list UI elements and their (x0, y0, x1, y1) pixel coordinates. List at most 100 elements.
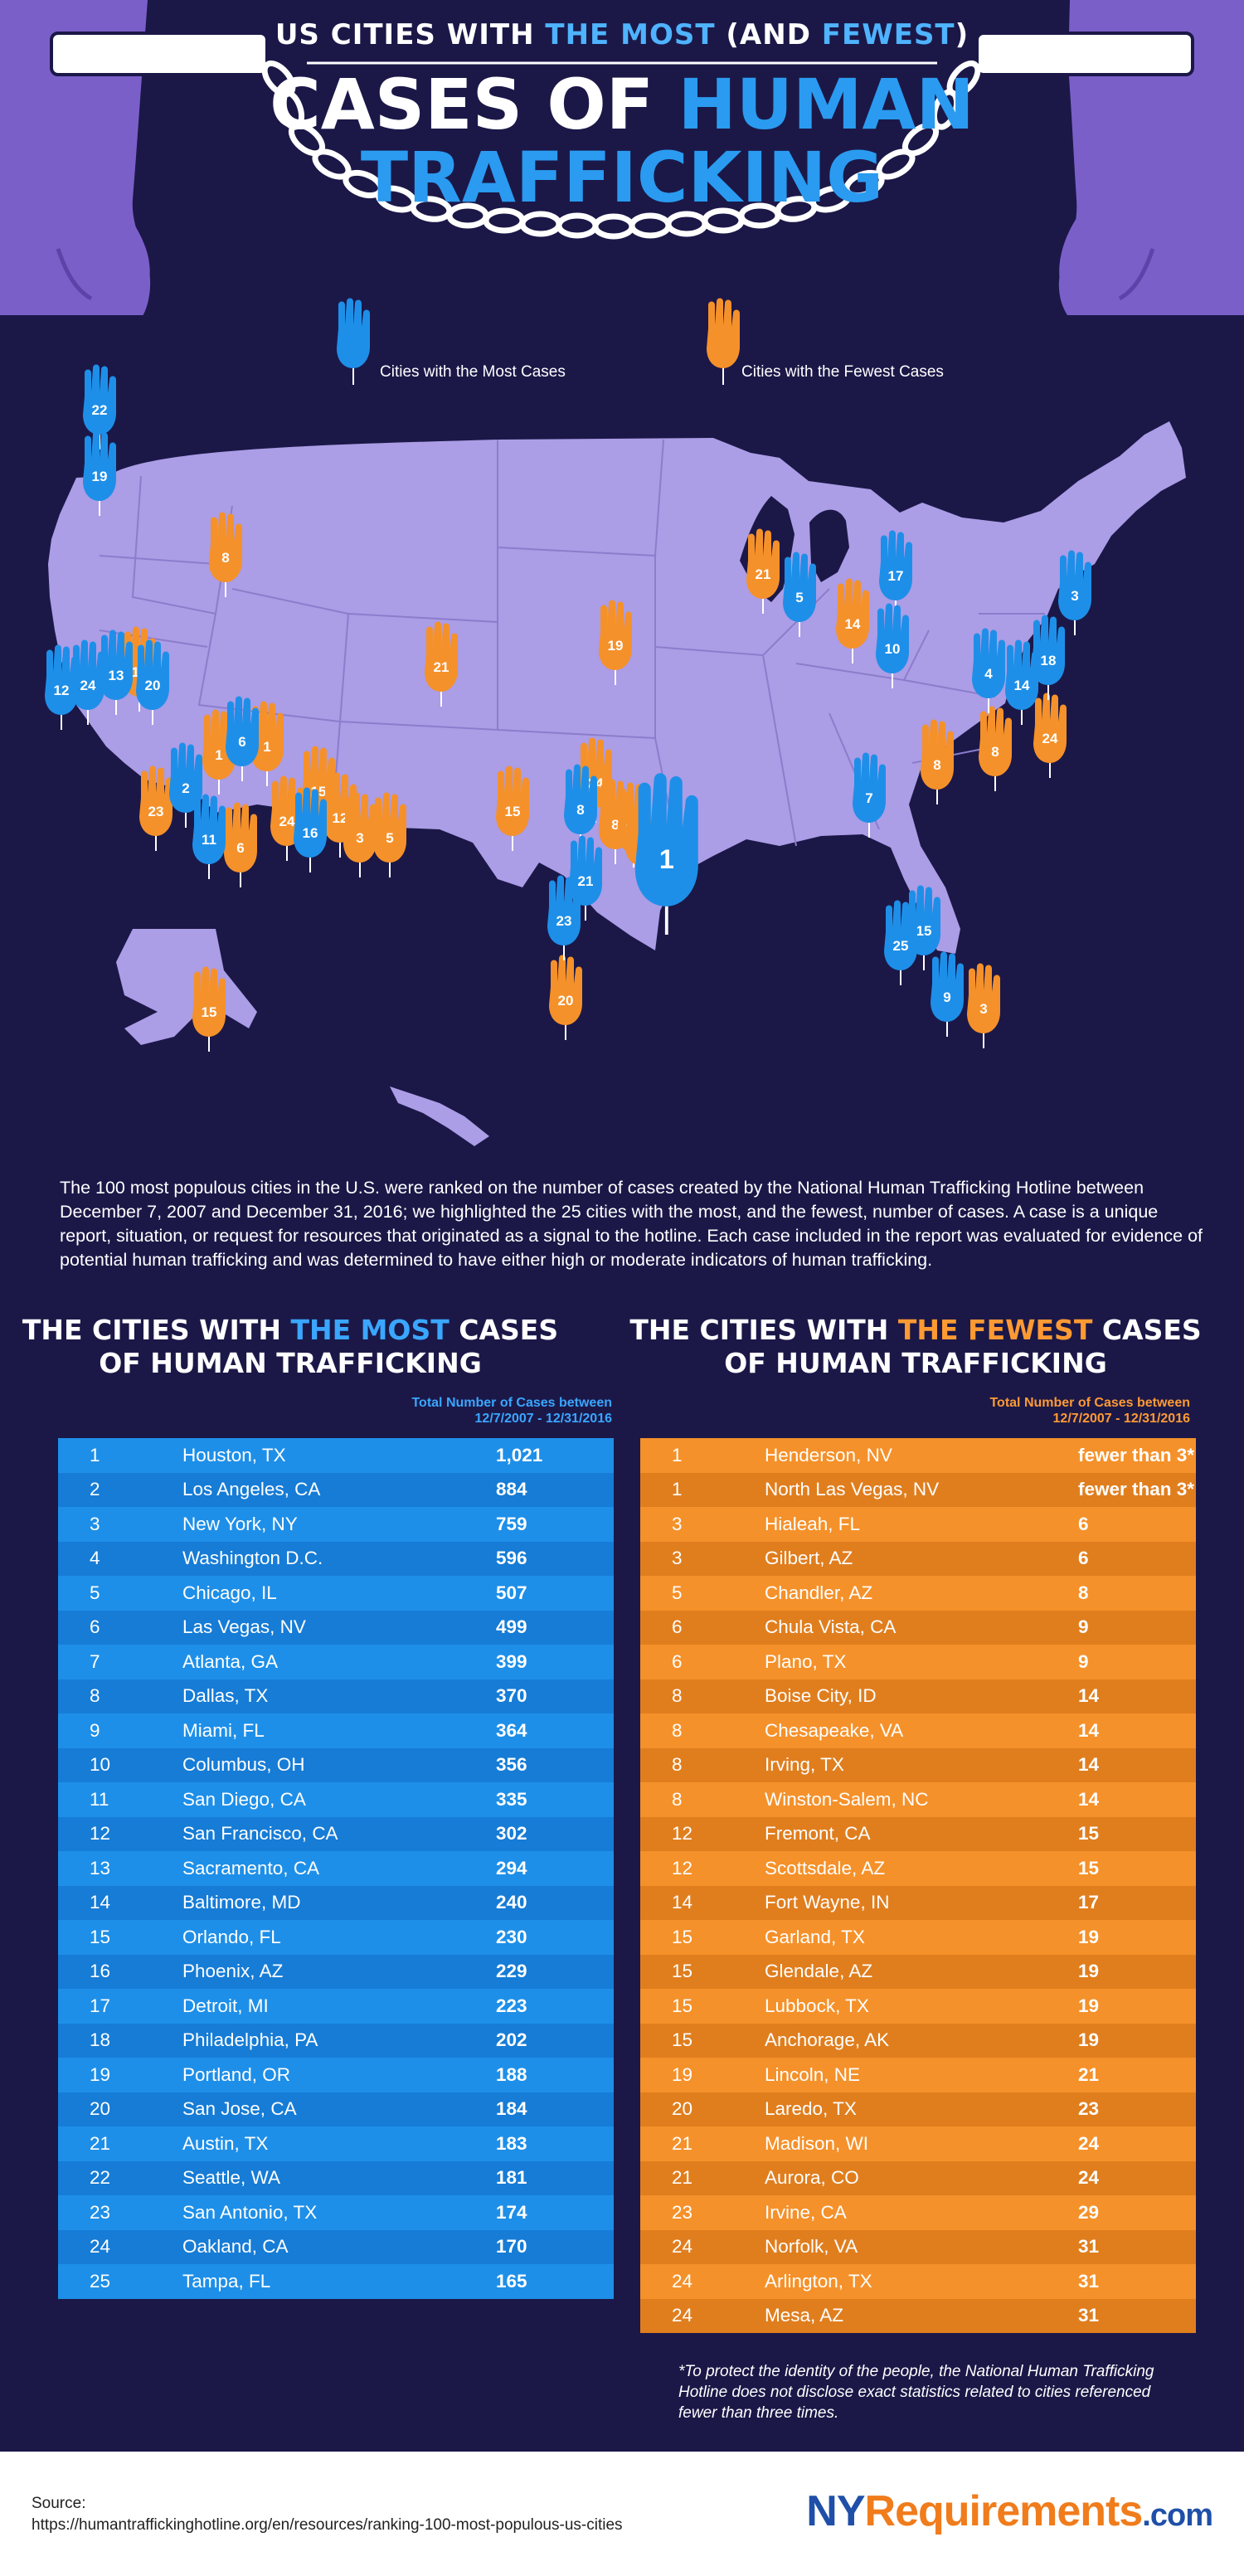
table-city: Seattle, WA (182, 2167, 280, 2189)
table-rank: 20 (90, 2098, 111, 2120)
table-value: 240 (496, 1892, 527, 1913)
table-row: 18 Philadelphia, PA 202 (58, 2023, 614, 2058)
table-row: 8 Dallas, TX 370 (58, 1679, 614, 1713)
table-value: 884 (496, 1479, 527, 1500)
table-city: Las Vegas, NV (182, 1616, 306, 1638)
table-value: 294 (496, 1857, 527, 1879)
table-value: 31 (1078, 2270, 1100, 2292)
map-marker-rank: 20 (558, 993, 574, 1009)
map-marker-most: 7 (853, 752, 886, 838)
title-line1-b: HUMAN (678, 64, 974, 145)
most-cases-rows: 1 Houston, TX 1,021 2 Los Angeles, CA 884 3 New… (58, 1438, 614, 2299)
table-city: Chicago, IL (182, 1582, 277, 1603)
map-marker-most: 19 (83, 430, 116, 516)
map-marker-most: 15 (907, 885, 940, 970)
table-rank: 23 (672, 2201, 693, 2223)
table-city: Columbus, OH (182, 1754, 305, 1776)
table-city: Aurora, CO (765, 2167, 859, 2189)
table-rank: 15 (672, 2029, 693, 2051)
table-city: Scottsdale, AZ (765, 1857, 886, 1879)
table-rank: 21 (672, 2167, 693, 2189)
table-row: 15 Anchorage, AK 19 (640, 2023, 1196, 2058)
table-row: 1 North Las Vegas, NV fewer than 3* (640, 1472, 1196, 1507)
map-marker-fewest: 20 (549, 955, 582, 1040)
map-marker-fewest: 8 (979, 706, 1012, 791)
map-marker-fewest: 8 (599, 779, 632, 864)
map-marker-most: 25 (884, 900, 917, 985)
legend-most: Cities with the Most Cases (380, 363, 566, 381)
table-rank: 15 (672, 1995, 693, 2016)
table-rank: 8 (672, 1685, 683, 1707)
map-marker-fewest: 15 (192, 966, 226, 1052)
map-marker-rank: 15 (202, 1004, 217, 1020)
left-cuff-icon (50, 32, 269, 76)
kicker-pre: US CITIES WITH (275, 18, 546, 51)
table-rank: 3 (90, 1513, 100, 1534)
table-value: 14 (1078, 1719, 1100, 1741)
hawaii-shape (390, 1086, 489, 1146)
map-marker-rank: 1 (215, 747, 222, 763)
orange-hand-marker-icon (707, 298, 740, 385)
map-marker-fewest: 14 (836, 578, 869, 663)
source-block: Source: https://humantraffickinghotline.… (32, 2493, 623, 2536)
table-row: 13 Sacramento, CA 294 (58, 1851, 614, 1886)
brand-logo[interactable]: NYRequirements.com (806, 2486, 1213, 2536)
table-city: Garland, TX (765, 1926, 865, 1947)
table-value: 14 (1078, 1754, 1100, 1776)
table-row: 15 Orlando, FL 230 (58, 1920, 614, 1955)
hand-marker-icon (979, 706, 1012, 776)
page-title-line1: CASES OF HUMAN (0, 70, 1244, 139)
table-value: 223 (496, 1995, 527, 2016)
table-rank: 13 (90, 1857, 111, 1879)
source-label: Source: (32, 2495, 86, 2512)
table-value: 174 (496, 2201, 527, 2223)
table-city: Irving, TX (765, 1754, 844, 1776)
table-value: 399 (496, 1650, 527, 1672)
table-value: 6 (1078, 1548, 1089, 1569)
table-value: 17 (1078, 1892, 1100, 1913)
table-rank: 16 (90, 1961, 111, 1982)
table-city: Miami, FL (182, 1719, 265, 1741)
hand-marker-icon (224, 802, 257, 872)
table-value: 19 (1078, 2029, 1100, 2051)
fewest-cases-table: 1 Henderson, NV fewer than 3* 1 North Las Ve… (640, 1438, 1196, 2333)
map-marker-most: 16 (294, 787, 327, 872)
table-row: 14 Baltimore, MD 240 (58, 1885, 614, 1920)
kicker-highlight-most: THE MOST (545, 18, 716, 51)
table-city: Fremont, CA (765, 1823, 871, 1845)
table-rank: 8 (672, 1719, 683, 1741)
table-value: 1,021 (496, 1444, 543, 1465)
most-total-label-2: 12/7/2007 - 12/31/2016 (474, 1412, 612, 1426)
map-marker-rank: 5 (386, 830, 393, 846)
table-city: Phoenix, AZ (182, 1961, 284, 1982)
map-marker-fewest: 19 (599, 600, 632, 685)
most-total-label-1: Total Number of Cases between (411, 1396, 612, 1410)
table-rank: 20 (672, 2098, 693, 2120)
map-marker-fewest: 1 (202, 709, 236, 795)
table-rank: 12 (672, 1857, 693, 1879)
map-marker-rank: 24 (80, 678, 96, 693)
map-marker-rank: 5 (795, 590, 803, 605)
us-map: 8121115236241235211519248156202114824831… (45, 364, 1186, 1146)
map-marker-rank: 13 (109, 668, 124, 683)
table-value: 181 (496, 2167, 527, 2189)
table-value: 8 (1078, 1582, 1089, 1603)
fewest-title-highlight: THE FEWEST (897, 1314, 1093, 1346)
table-row: 1 Henderson, NV fewer than 3* (640, 1438, 1196, 1473)
table-city: Chandler, AZ (765, 1582, 873, 1603)
table-row: 10 Columbus, OH 356 (58, 1747, 614, 1782)
table-row: 16 Phoenix, AZ 229 (58, 1954, 614, 1989)
source-link[interactable]: https://humantraffickinghotline.org/en/r… (32, 2516, 623, 2534)
table-rank: 17 (90, 1995, 111, 2016)
table-row: 9 Miami, FL 364 (58, 1713, 614, 1748)
table-row: 7 Atlanta, GA 399 (58, 1645, 614, 1679)
map-marker-rank: 3 (1071, 588, 1078, 604)
table-value: 14 (1078, 1685, 1100, 1707)
table-value: 229 (496, 1961, 527, 1982)
map-marker-rank: 23 (556, 913, 572, 929)
table-value: 202 (496, 2029, 527, 2051)
table-value: 356 (496, 1754, 527, 1776)
table-rank: 7 (90, 1650, 100, 1672)
table-row: 15 Garland, TX 19 (640, 1920, 1196, 1955)
table-rank: 3 (672, 1548, 683, 1569)
